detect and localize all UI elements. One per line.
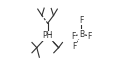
Text: F: F xyxy=(88,32,92,41)
Text: F: F xyxy=(71,32,75,41)
Text: −: − xyxy=(47,31,52,36)
Text: PH: PH xyxy=(43,31,53,40)
Text: F: F xyxy=(72,42,77,51)
Text: F: F xyxy=(79,16,84,25)
Text: B: B xyxy=(79,30,84,39)
